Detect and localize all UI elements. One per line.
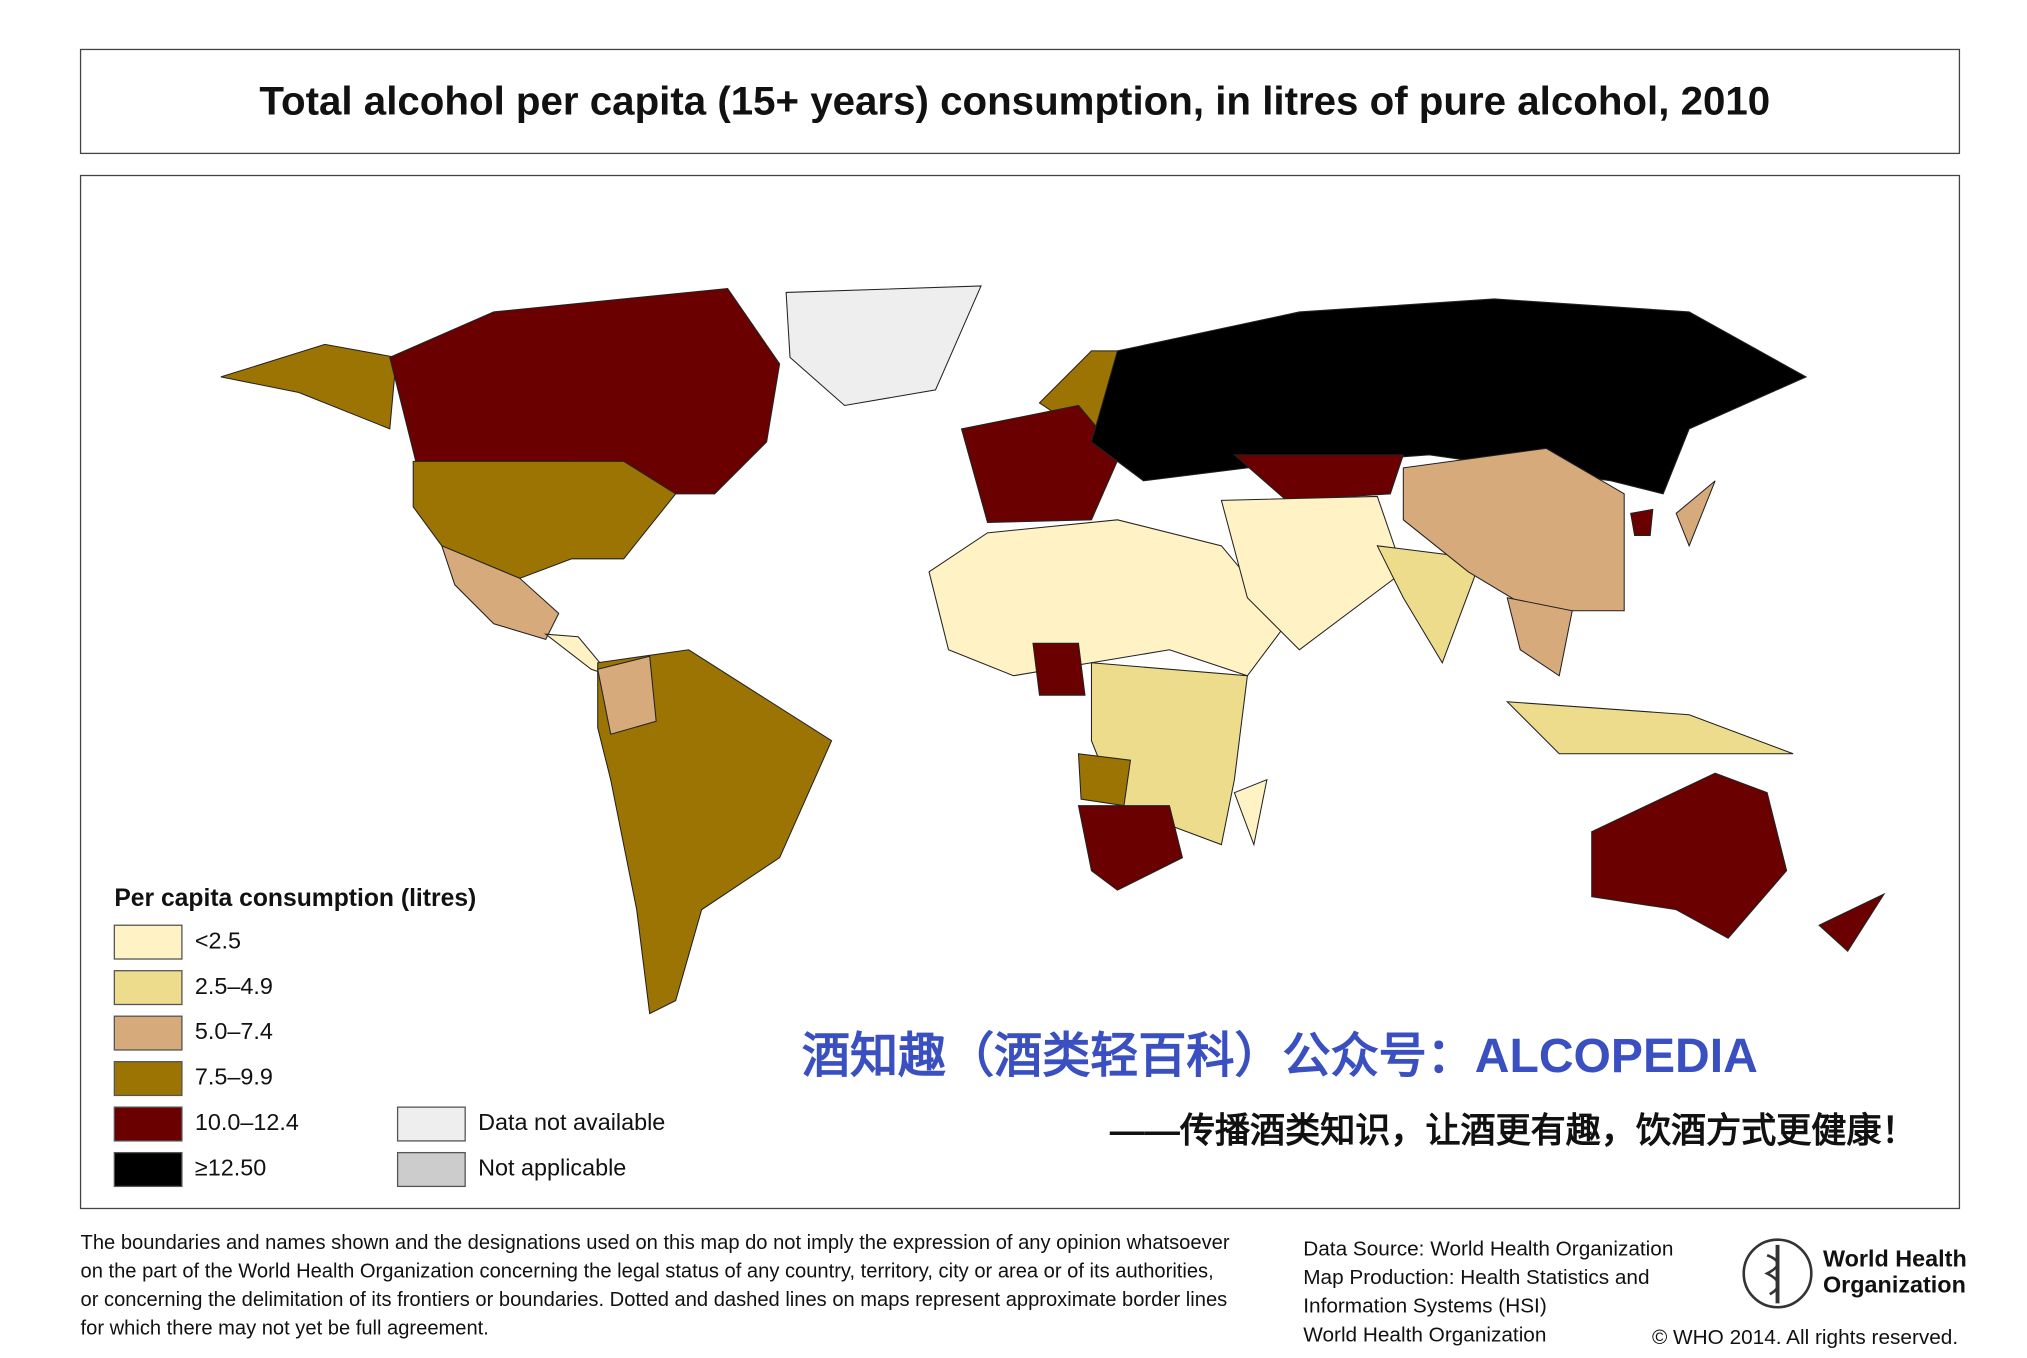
logo-line: Organization <box>1823 1272 1966 1298</box>
logo-line: World Health <box>1823 1246 1967 1272</box>
source-line: Data Source: World Health Organization <box>1303 1238 1673 1261</box>
southern-africa <box>1077 805 1184 891</box>
southeast-asia <box>1506 597 1573 677</box>
australia <box>1591 772 1788 939</box>
legend-swatch <box>113 1106 183 1142</box>
kazakhstan <box>1233 454 1405 501</box>
source-line: Map Production: Health Statistics and <box>1303 1266 1649 1289</box>
legend-swatch <box>113 970 183 1006</box>
disclaimer-line: or concerning the delimitation of its fr… <box>81 1289 1228 1311</box>
japan <box>1675 480 1716 548</box>
indonesia <box>1505 701 1794 755</box>
south-america <box>597 649 833 1015</box>
copyright: © WHO 2014. All rights reserved. <box>1652 1326 1958 1349</box>
andes <box>597 655 657 735</box>
korea <box>1630 508 1654 536</box>
disclaimer: The boundaries and names shown and the d… <box>81 1232 1230 1340</box>
europe <box>960 404 1121 523</box>
greenland <box>785 285 982 407</box>
legend-label: 10.0–12.4 <box>195 1109 299 1135</box>
legend-swatch <box>113 1151 183 1188</box>
disclaimer-line: for which there may not yet be full agre… <box>81 1318 489 1340</box>
source-line: World Health Organization <box>1303 1323 1546 1346</box>
usa <box>412 460 677 579</box>
legend-label: ≥12.50 <box>195 1155 266 1181</box>
data-source: Data Source: World Health Organization Ma… <box>1303 1238 1673 1347</box>
angola <box>1077 753 1132 807</box>
watermark-line: ——传播酒类知识，让酒更有趣，饮酒方式更健康！ <box>1110 1110 1917 1150</box>
legend-swatch <box>113 1015 183 1051</box>
legend-label: 5.0–7.4 <box>195 1018 273 1044</box>
legend-label: 2.5–4.9 <box>195 973 273 999</box>
madagascar <box>1233 778 1268 847</box>
disclaimer-line: The boundaries and names shown and the d… <box>81 1232 1230 1254</box>
who-logo <box>1742 1238 1813 1309</box>
legend-swatch <box>396 1106 466 1142</box>
alaska <box>220 343 397 430</box>
source-line: Information Systems (HSI) <box>1303 1295 1546 1318</box>
legend-label: 7.5–9.9 <box>195 1064 273 1090</box>
russia <box>1090 298 1808 495</box>
nigeria <box>1032 642 1086 696</box>
middle-east <box>1220 495 1404 651</box>
disclaimer-line: on the part of the World Health Organiza… <box>81 1260 1214 1282</box>
title: Total alcohol per capita (15+ years) con… <box>259 79 1770 124</box>
legend-label: <2.5 <box>195 927 241 953</box>
legend-swatch <box>396 1151 466 1188</box>
legend-label: Data not available <box>478 1109 665 1135</box>
china <box>1402 447 1625 612</box>
watermark-line: 酒知趣（酒类轻百科）公众号：ALCOPEDIA <box>802 1029 1758 1083</box>
central-africa <box>1090 662 1248 846</box>
legend-swatch <box>113 1061 183 1097</box>
world-map <box>220 285 1886 1015</box>
new-zealand <box>1818 892 1886 953</box>
legend-title: Per capita consumption (litres) <box>114 885 476 912</box>
mexico <box>440 544 560 640</box>
legend-swatch <box>113 924 183 960</box>
legend: <2.5 2.5–4.9 5.0–7.4 7.5–9.9 10.0–12.4 ≥12.50… <box>113 924 665 1188</box>
title-box <box>79 48 1961 155</box>
legend-label: Not applicable <box>478 1155 626 1181</box>
